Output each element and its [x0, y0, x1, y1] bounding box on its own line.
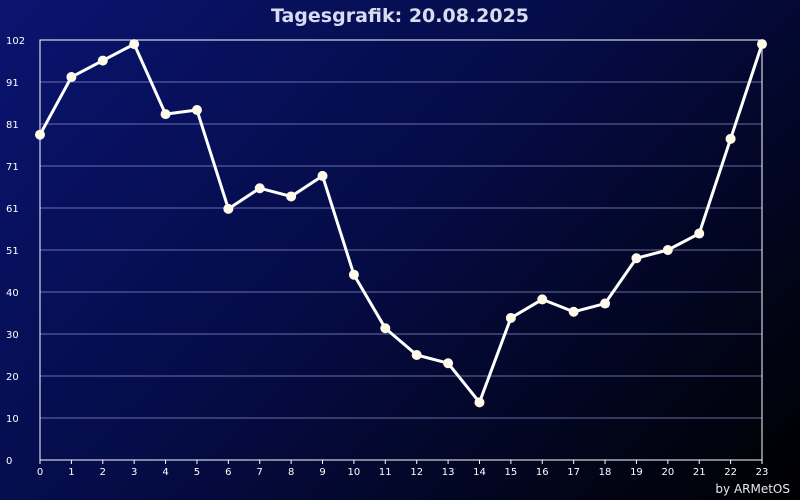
- data-point: [97, 55, 108, 66]
- data-point: [600, 298, 611, 309]
- credit-text: by ARMetOS: [715, 482, 790, 496]
- x-tick-label: 9: [319, 467, 325, 478]
- y-tick-label: 91: [6, 78, 19, 89]
- x-tick-label: 22: [724, 467, 737, 478]
- data-point: [662, 245, 673, 255]
- y-tick-label: 61: [6, 204, 19, 215]
- data-point: [160, 109, 171, 120]
- data-point: [631, 253, 642, 264]
- x-tick-label: 12: [410, 467, 423, 478]
- x-tick-label: 6: [225, 467, 231, 478]
- y-tick-label: 102: [6, 36, 25, 47]
- data-point: [35, 129, 45, 140]
- x-tick-label: 3: [131, 467, 137, 478]
- x-tick-label: 19: [630, 467, 643, 478]
- x-tick-label: 23: [756, 467, 769, 478]
- data-point: [537, 294, 548, 305]
- series-line: [38, 42, 764, 404]
- data-point: [380, 323, 391, 334]
- data-point: [694, 228, 705, 239]
- plot-frame: [39, 39, 763, 461]
- x-tick-label: 15: [505, 467, 518, 478]
- data-point: [757, 39, 767, 50]
- x-tick-label: 4: [162, 467, 168, 478]
- data-point: [348, 269, 359, 280]
- data-point: [317, 170, 328, 181]
- x-tick-label: 18: [599, 467, 612, 478]
- data-point: [505, 312, 516, 323]
- data-point: [223, 203, 234, 214]
- x-tick-label: 2: [100, 467, 106, 478]
- x-tick-label: 21: [693, 467, 706, 478]
- x-tick-label: 10: [348, 467, 361, 478]
- x-tick-label: 20: [661, 467, 674, 478]
- data-point: [286, 191, 297, 202]
- x-tick-label: 13: [442, 467, 455, 478]
- x-tick-label: 7: [257, 467, 263, 478]
- data-point: [474, 397, 485, 408]
- x-tick-label: 11: [379, 467, 392, 478]
- x-tick-label: 8: [288, 467, 294, 478]
- x-tick-label: 17: [567, 467, 580, 478]
- chart-title: Tagesgrafik: 20.08.2025: [270, 5, 530, 27]
- data-point: [411, 350, 422, 360]
- y-tick-label: 10: [6, 414, 19, 425]
- x-tick-label: 5: [194, 467, 200, 478]
- x-tick-label: 0: [37, 467, 43, 478]
- x-tick-label: 14: [473, 467, 486, 478]
- y-tick-label: 81: [6, 120, 19, 131]
- y-tick-label: 20: [6, 372, 19, 383]
- y-tick-label: 51: [6, 246, 19, 257]
- data-point: [725, 133, 736, 144]
- y-tick-label: 40: [6, 288, 19, 299]
- data-point: [66, 72, 77, 83]
- data-point: [443, 358, 454, 369]
- data-point: [254, 183, 265, 194]
- x-tick-label: 1: [68, 467, 74, 478]
- data-point: [568, 306, 579, 317]
- y-tick-label: 30: [6, 330, 19, 341]
- data-point: [191, 105, 202, 115]
- y-tick-label: 0: [6, 456, 12, 467]
- x-tick-label: 16: [536, 467, 549, 478]
- data-point: [129, 39, 140, 50]
- y-tick-label: 71: [6, 162, 19, 173]
